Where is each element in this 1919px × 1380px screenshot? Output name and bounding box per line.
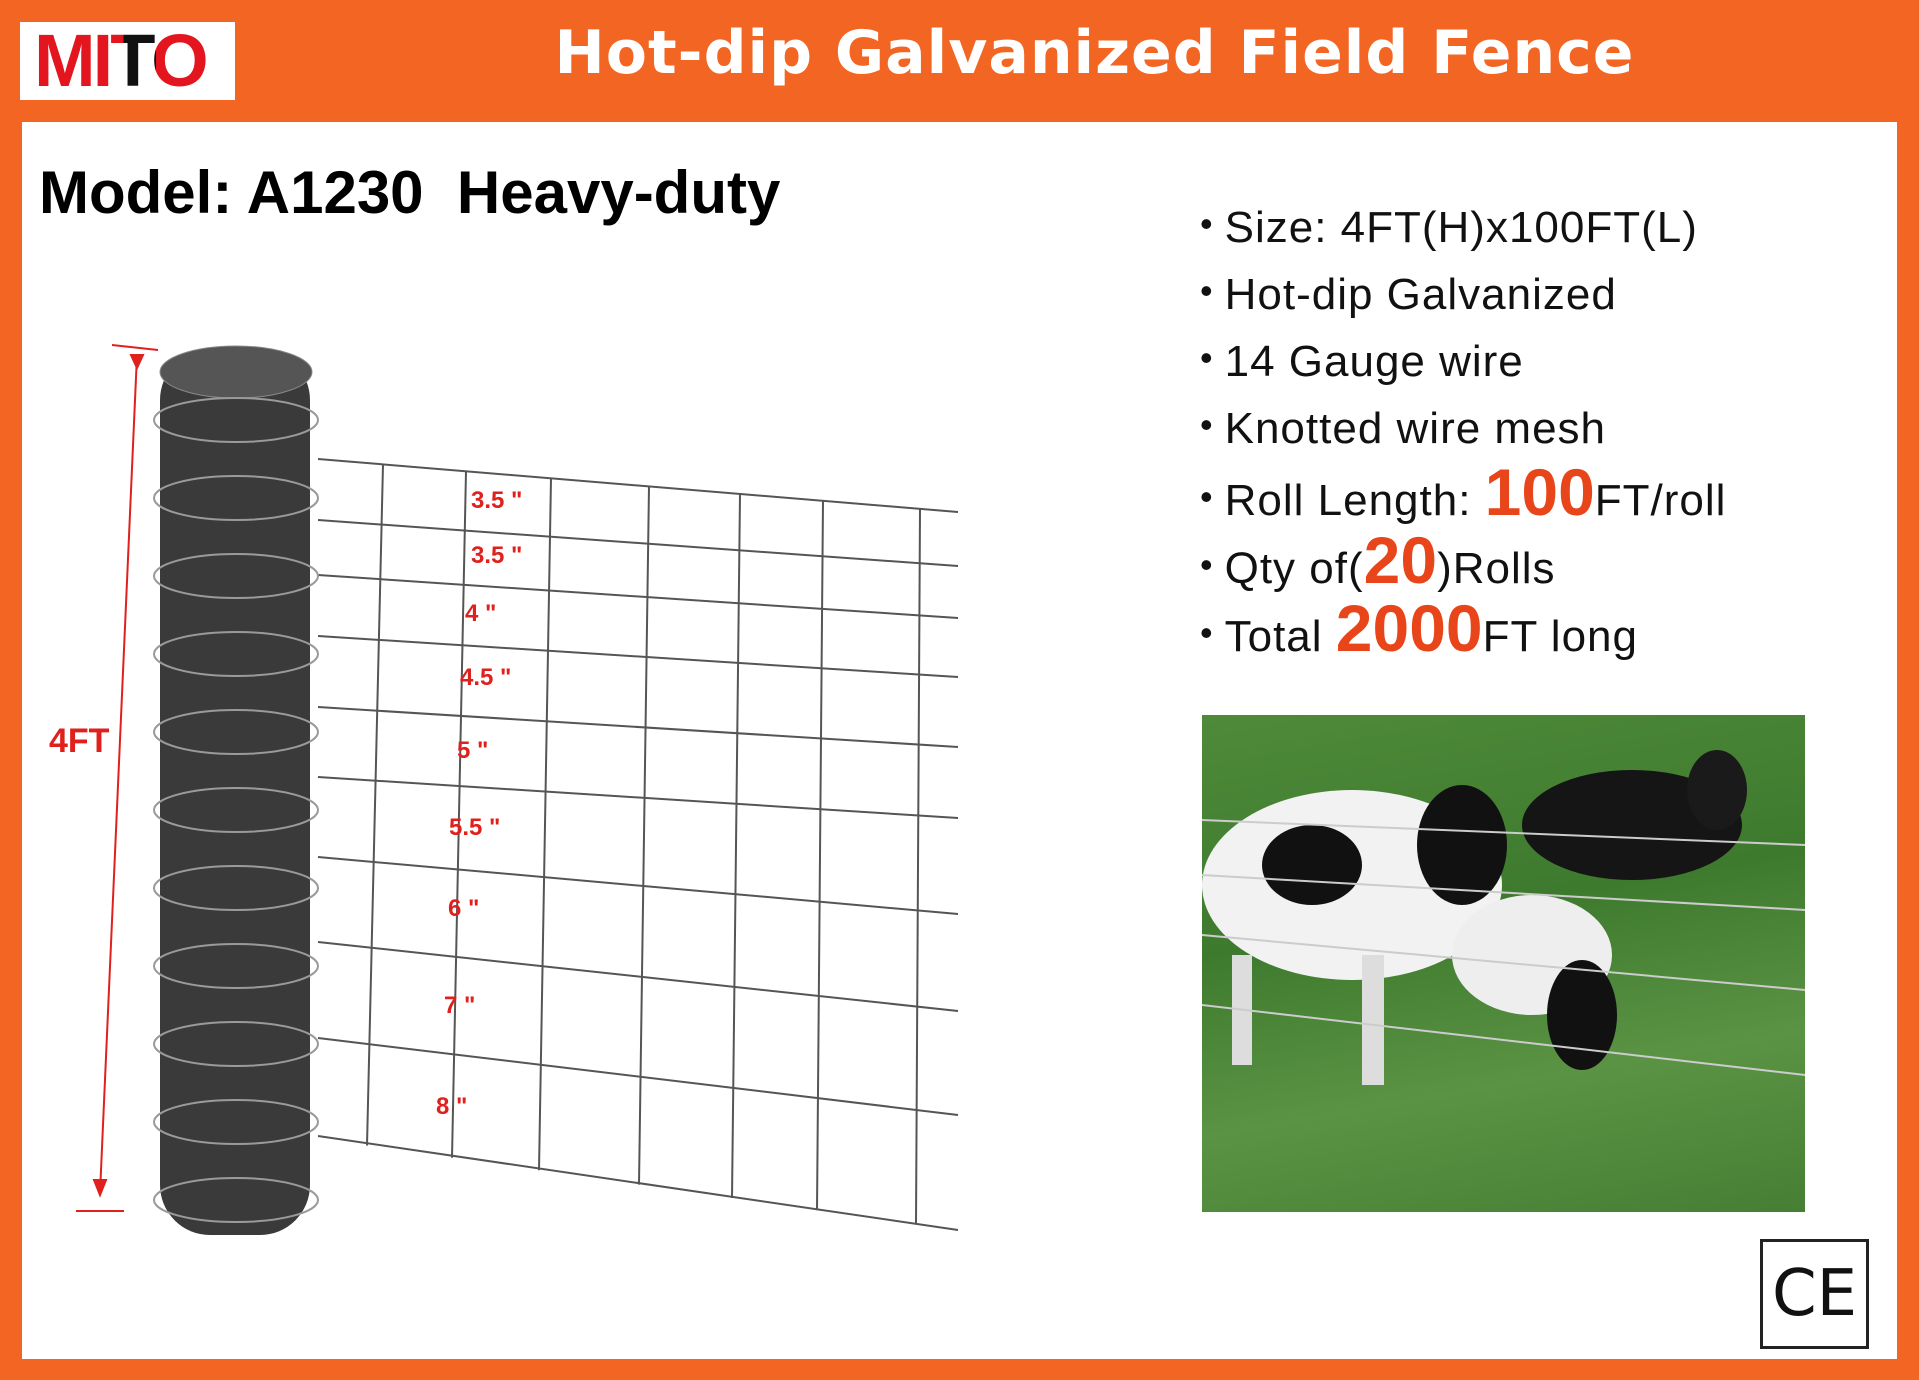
cows-photo <box>1202 715 1805 1212</box>
mesh-stay-wire <box>816 500 824 1211</box>
spec-item: Knotted wire mesh <box>1200 397 1726 464</box>
mesh-line-wire <box>317 519 959 567</box>
spec-text: Qty of( <box>1224 544 1364 593</box>
ce-mark: CE <box>1760 1239 1869 1349</box>
mesh-stay-wire <box>366 464 384 1146</box>
model-heading: Model: A1230 Heavy-duty <box>39 159 781 226</box>
mesh-stay-wire <box>731 493 741 1198</box>
roll-ring <box>153 865 319 911</box>
fence-roll <box>153 345 319 1235</box>
spacing-label: 7 " <box>444 992 475 1019</box>
height-arrow <box>76 344 159 1212</box>
spec-text: Knotted wire mesh <box>1224 404 1607 453</box>
spec-text: Hot-dip Galvanized <box>1224 270 1617 319</box>
spec-item: Total 2000FT long <box>1200 595 1726 668</box>
spec-text: )Rolls <box>1437 544 1556 593</box>
mesh-stay-wire <box>638 486 650 1185</box>
spacing-label: 5 " <box>457 737 488 764</box>
roll-ring <box>153 397 319 443</box>
mesh-line-wire <box>317 1135 959 1231</box>
mesh-line-wire <box>317 706 959 748</box>
page-title: Hot-dip Galvanized Field Fence <box>554 18 1635 88</box>
mesh-line-wire <box>317 856 959 915</box>
roll-ring <box>153 553 319 599</box>
roll-ring <box>153 787 319 833</box>
spacing-label: 5.5 " <box>449 814 500 841</box>
spec-item: Roll Length: 100FT/roll <box>1200 459 1727 532</box>
mito-logo: MITO <box>20 22 235 100</box>
roll-ring <box>153 1177 319 1223</box>
mesh-line-wire <box>317 941 959 1012</box>
mesh-line-wire <box>317 776 959 819</box>
spec-list: Size: 4FT(H)x100FT(L) Hot-dip Galvanized 1… <box>1200 196 1726 668</box>
spacing-label: 6 " <box>448 895 479 922</box>
roll-ring <box>153 1099 319 1145</box>
mesh-stay-wire <box>915 508 921 1225</box>
spec-text: FT long <box>1482 612 1638 661</box>
roll-ring <box>153 475 319 521</box>
spec-text: FT/roll <box>1594 476 1727 525</box>
spec-highlight: 100 <box>1484 455 1595 529</box>
spec-item: Hot-dip Galvanized <box>1200 263 1726 330</box>
spacing-label: 4 " <box>465 600 496 627</box>
roll-ring <box>153 709 319 755</box>
mesh-line-wire <box>317 458 959 513</box>
spec-highlight: 2000 <box>1335 591 1483 665</box>
spacing-label: 4.5 " <box>460 664 511 691</box>
spec-item: 14 Gauge wire <box>1200 330 1726 397</box>
brand-wordmark: MITO <box>34 22 209 100</box>
roll-ring <box>153 631 319 677</box>
spec-text: Roll Length: <box>1224 476 1485 525</box>
spacing-label: 3.5 " <box>471 487 522 514</box>
spec-text: Total <box>1224 612 1336 661</box>
mesh-line-wire <box>317 574 959 619</box>
spacing-label: 8 " <box>436 1093 467 1120</box>
spec-highlight: 20 <box>1363 523 1438 597</box>
spacing-label: 3.5 " <box>471 542 522 569</box>
mesh-line-wire <box>317 1037 959 1116</box>
roll-ring <box>153 1021 319 1067</box>
spec-text: Size: 4FT(H)x100FT(L) <box>1224 203 1698 252</box>
roll-ring <box>153 943 319 989</box>
spec-item: Qty of(20)Rolls <box>1200 527 1726 600</box>
spec-text: 14 Gauge wire <box>1224 337 1524 386</box>
mesh-stay-wire <box>451 471 467 1158</box>
mesh-stay-wire <box>538 478 552 1171</box>
spec-item: Size: 4FT(H)x100FT(L) <box>1200 196 1726 263</box>
mesh-line-wire <box>317 635 959 678</box>
height-label: 4FT <box>49 722 110 760</box>
